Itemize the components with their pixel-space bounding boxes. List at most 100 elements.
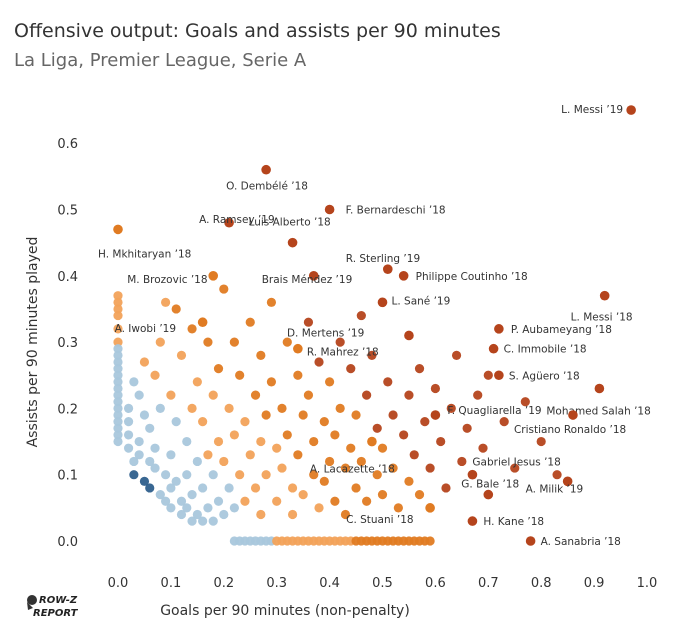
- data-point: [287, 483, 298, 493]
- data-point: [256, 436, 266, 447]
- data-point: [346, 364, 356, 374]
- data-point: [113, 310, 123, 321]
- data-point: [113, 337, 123, 347]
- point-label: H. Mkhitaryan ’18: [98, 248, 191, 260]
- data-point: [123, 430, 134, 440]
- data-point: [166, 450, 176, 460]
- data-point: [155, 403, 165, 413]
- data-point: [414, 364, 425, 374]
- labeled-data-point: [594, 383, 605, 394]
- point-label: A. Lacazette ’18: [310, 464, 395, 476]
- data-point: [377, 443, 388, 453]
- data-point: [139, 410, 150, 420]
- data-point: [229, 430, 239, 440]
- data-point: [250, 390, 261, 400]
- data-point: [287, 509, 298, 520]
- data-point: [134, 436, 144, 447]
- data-point: [161, 297, 171, 307]
- data-point: [351, 410, 361, 420]
- point-label: Gabriel Jesus ’18: [472, 457, 560, 469]
- data-point: [161, 496, 171, 506]
- data-point: [552, 470, 562, 480]
- data-point: [224, 403, 234, 413]
- data-point: [150, 463, 160, 473]
- data-point: [203, 503, 213, 513]
- point-label: Brais Méndez ’19: [262, 274, 353, 286]
- y-tick-label: 0.3: [57, 336, 78, 351]
- data-point: [399, 430, 409, 440]
- point-label: F. Quagliarella ’19: [447, 405, 541, 417]
- data-point: [319, 476, 329, 486]
- data-point: [235, 370, 245, 380]
- data-point: [303, 317, 314, 327]
- data-point: [272, 443, 282, 453]
- point-label: D. Mertens ’19: [287, 327, 364, 339]
- data-point: [198, 483, 208, 493]
- x-tick-label: 0.2: [213, 576, 234, 591]
- data-point: [330, 430, 340, 440]
- data-point: [240, 496, 250, 506]
- labeled-data-point: [599, 290, 610, 301]
- data-point: [187, 516, 197, 526]
- data-point: [134, 450, 144, 460]
- data-point: [277, 403, 287, 413]
- labeled-data-point: [488, 343, 499, 354]
- data-point: [213, 496, 224, 506]
- y-tick-label: 0.5: [57, 204, 78, 219]
- data-point: [446, 403, 456, 413]
- labeled-data-point: [261, 164, 271, 175]
- data-point: [150, 370, 160, 380]
- data-point: [383, 377, 393, 387]
- x-tick-label: 0.5: [372, 576, 393, 591]
- data-point: [229, 503, 239, 513]
- data-point: [245, 317, 255, 327]
- data-point: [245, 450, 255, 460]
- data-point: [219, 456, 229, 467]
- data-point: [113, 423, 123, 433]
- data-point: [314, 503, 324, 513]
- data-point: [134, 390, 144, 400]
- point-label: A. Ramsey ’19: [199, 214, 275, 226]
- data-point: [113, 430, 123, 440]
- data-point: [367, 350, 377, 360]
- labeled-data-point: [293, 343, 303, 354]
- data-point: [388, 410, 398, 420]
- data-point: [113, 364, 123, 374]
- data-point: [272, 496, 282, 506]
- y-tick-label: 0.0: [57, 535, 78, 550]
- labeled-data-point: [425, 503, 435, 513]
- labeled-data-point: [525, 536, 536, 546]
- x-axis-ticks: 0.0 0.1 0.2 0.3 0.4 0.5 0.6 0.7 0.8 0.9 1.0: [108, 576, 658, 591]
- data-point: [441, 483, 451, 493]
- point-label: H. Kane ’18: [483, 516, 544, 528]
- point-label: L. Sané ’19: [392, 295, 451, 307]
- x-tick-label: 0.1: [161, 576, 182, 591]
- data-point: [335, 337, 345, 347]
- point-label: R. Mahrez ’18: [307, 347, 379, 359]
- y-tick-label: 0.4: [57, 270, 78, 285]
- data-point: [298, 489, 308, 500]
- data-point: [113, 344, 123, 354]
- data-point: [123, 443, 134, 453]
- data-point: [298, 410, 308, 420]
- x-tick-label: 0.7: [478, 576, 499, 591]
- x-tick-label: 1.0: [637, 576, 658, 591]
- data-point: [113, 397, 123, 407]
- data-point: [314, 357, 324, 367]
- point-label: P. Aubameyang ’18: [511, 324, 612, 336]
- data-point: [282, 337, 292, 347]
- data-point: [261, 410, 271, 420]
- data-point: [404, 476, 414, 486]
- data-point: [325, 456, 335, 467]
- point-label: Cristiano Ronaldo ’18: [514, 424, 626, 436]
- chart-subtitle: La Liga, Premier League, Serie A: [14, 50, 307, 71]
- point-label: A. Milik ’19: [526, 483, 584, 495]
- point-label: C. Immobile ’18: [504, 344, 587, 356]
- data-point: [113, 403, 123, 413]
- x-tick-label: 0.9: [584, 576, 605, 591]
- data-point: [145, 456, 155, 467]
- data-point: [113, 377, 123, 387]
- data-point: [250, 483, 261, 493]
- data-point: [229, 337, 239, 347]
- data-point: [293, 450, 303, 460]
